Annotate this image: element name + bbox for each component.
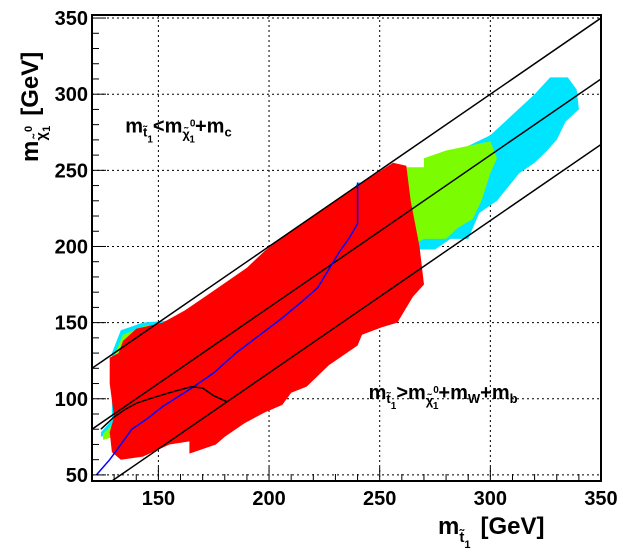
ticks bbox=[91, 17, 602, 481]
x-axis-title: mt̃1 [GeV] bbox=[438, 513, 544, 551]
curve-1 bbox=[100, 385, 228, 430]
y-tick-label-4: 250 bbox=[55, 160, 88, 182]
y-axis-title-sub: χ̃ bbox=[32, 132, 50, 141]
curves bbox=[95, 182, 359, 476]
y-axis-title-sup: 0 bbox=[23, 126, 35, 132]
ann2-subsub: 1 bbox=[391, 401, 397, 412]
x-tick-label-0: 150 bbox=[142, 488, 175, 510]
ann2-tail: +m bbox=[438, 382, 467, 404]
x-axis-title-m: m bbox=[438, 513, 459, 540]
plot-frame bbox=[91, 14, 602, 482]
y-axis-title-m: m bbox=[17, 141, 44, 162]
ann1-sup2: 0 bbox=[190, 118, 196, 129]
y-tick-label-5: 300 bbox=[55, 84, 88, 106]
ann1-subsub2: 1 bbox=[189, 134, 195, 145]
y-tick-label-3: 200 bbox=[55, 236, 88, 258]
ann1-tail: +m bbox=[195, 115, 224, 137]
ann2-sub2: χ̃ bbox=[426, 393, 434, 408]
boundary-line-1 bbox=[92, 78, 601, 430]
ann2-rest: >m bbox=[396, 382, 425, 404]
boundary-line-2 bbox=[110, 143, 601, 481]
ann1-subsub: 1 bbox=[147, 134, 153, 145]
x-tick-label-4: 350 bbox=[584, 488, 617, 510]
ann2-m: m bbox=[369, 382, 387, 404]
ann2-tail2sub: b bbox=[510, 391, 518, 406]
ann2-sup2: 0 bbox=[433, 385, 439, 396]
ann1-sub: t̃ bbox=[143, 124, 148, 139]
ann2-tailsub: W bbox=[468, 391, 481, 406]
x-tick-label-2: 250 bbox=[363, 488, 396, 510]
ann2-tail2: +m bbox=[480, 382, 509, 404]
x-tick-label-1: 200 bbox=[252, 488, 285, 510]
x-tick-label-3: 300 bbox=[474, 488, 507, 510]
x-axis-title-sub: t̃ bbox=[459, 529, 465, 546]
boundary-lines bbox=[92, 17, 601, 481]
y-tick-label-6: 350 bbox=[55, 8, 88, 30]
y-tick-label-0: 50 bbox=[66, 465, 88, 487]
y-axis-title: mχ̃0 1 [GeV] bbox=[17, 52, 53, 162]
regions bbox=[100, 77, 579, 460]
curve-0 bbox=[95, 182, 359, 476]
annotation-upper: mt̃1<mχ̃0 1+mc bbox=[125, 115, 231, 145]
region-2 bbox=[109, 162, 424, 460]
x-axis-title-subsub: 1 bbox=[464, 539, 470, 551]
annotation-lower: mt̃1>mχ̃0 1+mW+mb bbox=[369, 382, 518, 412]
y-axis-title-subsub: 1 bbox=[41, 126, 53, 132]
ann2-sub: t̃ bbox=[386, 391, 391, 406]
ann1-sub2: χ̃ bbox=[182, 126, 190, 141]
ann2-subsub2: 1 bbox=[433, 401, 439, 412]
ann1-rest: <m bbox=[153, 115, 182, 137]
boundary-line-0 bbox=[92, 17, 601, 369]
y-axis-title-group: mχ̃0 1 [GeV] bbox=[17, 52, 53, 162]
ann1-m: m bbox=[125, 115, 143, 137]
y-axis-title-unit: [GeV] bbox=[17, 52, 44, 116]
y-tick-label-2: 150 bbox=[55, 313, 88, 335]
x-axis-title-unit: [GeV] bbox=[480, 513, 544, 540]
ann1-tailsub: c bbox=[224, 124, 231, 139]
y-tick-label-1: 100 bbox=[55, 389, 88, 411]
